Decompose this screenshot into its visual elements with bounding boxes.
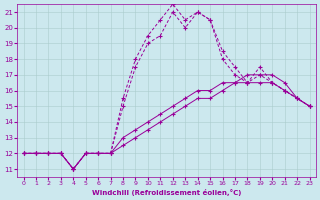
X-axis label: Windchill (Refroidissement éolien,°C): Windchill (Refroidissement éolien,°C) [92, 189, 241, 196]
